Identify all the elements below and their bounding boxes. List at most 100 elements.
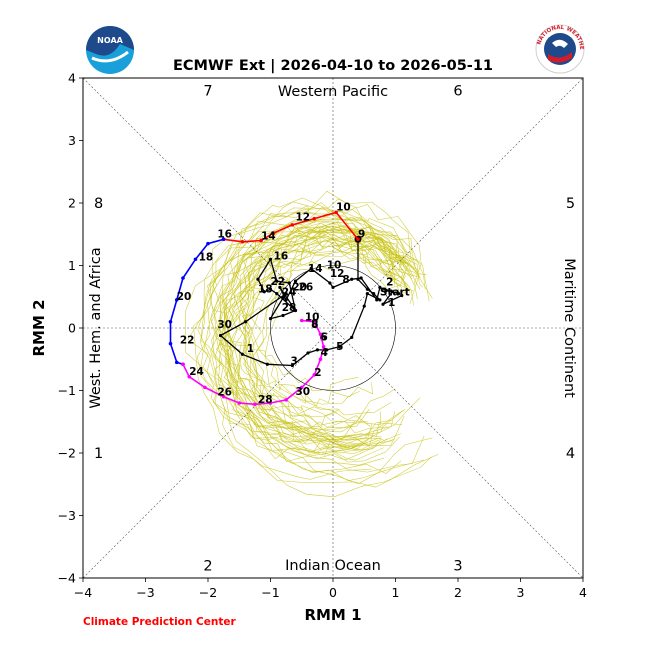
forecast-point [268,401,273,405]
x-tick-label: −4 [74,585,92,600]
forecast-day-label: 16 [217,228,232,240]
forecast-day-label: 28 [258,394,273,406]
observed-day-label: 16 [274,250,289,262]
ensemble-member-line [226,222,424,429]
forecast-day-label: 30 [296,386,311,398]
observed-point [268,287,273,291]
observed-point [268,317,273,321]
y-tick-label: −3 [58,508,76,523]
x-tick-label: 3 [517,585,525,600]
ensemble-member-line [224,236,414,461]
observed-point [309,267,313,271]
forecast-point [240,239,245,244]
observed-day-label: 12 [330,268,345,280]
y-tick-label: −4 [58,571,76,586]
observed-point [359,276,363,280]
observed-point [365,287,369,291]
ensemble-member-line [213,201,422,452]
observed-point [240,352,244,356]
observed-point [325,348,329,352]
x-axis-ticks: −4 −3 −2 −1 0 1 2 3 4 [74,578,587,600]
observed-point [293,279,298,283]
forecast-point [312,319,317,324]
ensemble-member-line [219,220,406,441]
forecast-point [334,210,338,215]
ensemble-member-line [203,226,433,485]
observed-point [278,285,282,289]
observed-day-label: 9 [358,228,365,240]
observed-point [384,288,388,293]
region-label-top: Western Pacific [278,84,388,100]
unit-circle [270,265,396,391]
forecast-point [259,238,263,243]
forecast-day-label: 26 [217,387,232,399]
observed-day-label: 5 [336,341,343,353]
observed-day-label: 8 [342,274,349,286]
forecast-day-label: 22 [180,335,195,347]
observed-day-label: 28 [282,302,297,314]
observed-point [287,281,291,285]
forecast-point [174,360,179,365]
observed-point [284,292,288,296]
forecast-point [168,341,173,346]
observed-point [315,348,319,352]
ensemble-member-line [200,222,413,474]
observed-day-label: 1 [388,297,395,309]
y-tick-label: 4 [68,71,76,86]
chart-title: ECMWF Ext | 2026-04-10 to 2026-05-11 [173,58,493,74]
forecast-point [290,223,295,227]
observed-point [281,313,285,318]
forecast-point [168,319,173,324]
forecast-point [237,401,242,405]
forecast-point [318,332,323,337]
forecast-point [284,398,288,402]
observed-point [268,257,273,261]
observed-point [328,281,332,285]
forecast-point [193,257,198,262]
observed-point [275,292,279,296]
forecast-point [318,357,323,362]
observed-point [337,345,341,349]
observed-day-label: 20 [292,282,307,294]
ensemble-member-line [197,211,413,466]
observed-point [365,292,369,296]
observed-point [350,335,354,339]
observed-point [372,292,376,296]
observed-point [397,292,401,296]
ensemble-member-line [210,219,411,451]
phase-number-label: 4 [566,446,575,462]
forecast-day-label: 10 [336,202,351,214]
ensemble-member-line [241,243,404,454]
y-tick-label: 3 [68,133,76,148]
ensemble-member-line [243,233,414,445]
forecast-day-label: 2 [314,367,321,379]
y-axis-label: RMM 2 [30,299,48,356]
forecast-line [223,211,359,243]
observed-point [293,308,298,313]
ensemble-member-line [236,229,410,438]
forecast-day-label: 4 [321,347,328,359]
forecast-day-label: 24 [189,366,204,378]
forecast-point [203,385,207,390]
forecast-point [299,318,304,323]
forecast-point [299,385,304,390]
x-tick-label: −1 [261,585,279,600]
forecast-point [253,402,257,407]
observed-point [243,320,248,324]
x-tick-label: 1 [392,585,400,600]
phase-number-label: 3 [453,559,462,575]
observed-day-label: 1 [247,343,254,355]
observed-point [375,298,379,302]
phase-number-label: 7 [203,84,212,100]
observed-point [390,290,394,294]
x-tick-label: 0 [329,585,337,600]
forecast-point [174,298,179,302]
noaa-logo-text: NOAA [97,36,123,45]
ensemble-member-line [249,247,411,427]
observed-point [284,298,288,302]
ensemble-member-line [227,226,406,444]
forecast-day-label: 10 [305,312,320,324]
